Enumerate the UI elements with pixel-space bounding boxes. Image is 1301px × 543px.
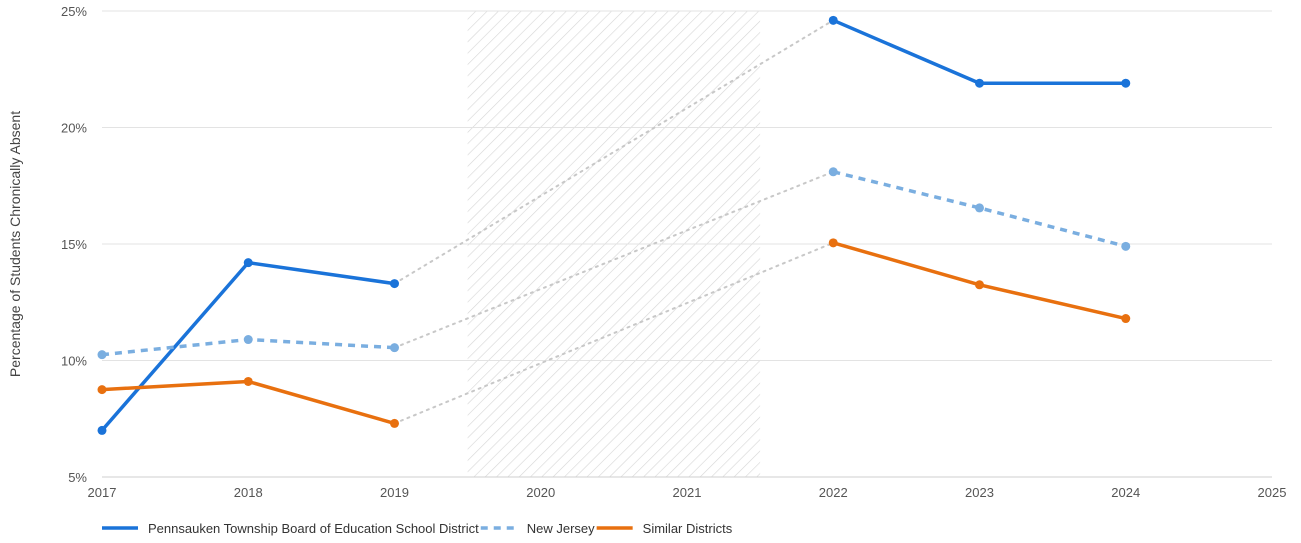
data-point-pennsauken-township-board-of-education-school-district-2017	[97, 425, 107, 435]
gap-connector-new-jersey	[393, 170, 835, 349]
data-point-new-jersey-2019	[390, 343, 399, 353]
x-tick-label: 2023	[965, 485, 994, 500]
y-tick-label: 5%	[68, 470, 87, 485]
y-tick-label: 15%	[61, 237, 87, 252]
data-point-new-jersey-2018	[243, 335, 253, 345]
data-point-new-jersey-2024	[1121, 241, 1131, 251]
x-tick-label: 2017	[88, 485, 117, 500]
data-point-pennsauken-township-board-of-education-school-district-2019	[390, 279, 399, 289]
series-points	[97, 15, 1131, 435]
data-point-new-jersey-2017	[97, 350, 107, 360]
legend-label-pennsauken-township-board-of-education-school-district: Pennsauken Township Board of Education S…	[148, 521, 479, 536]
y-tick-label: 10%	[61, 354, 87, 369]
x-tick-label: 2022	[819, 485, 848, 500]
data-point-pennsauken-township-board-of-education-school-district-2024	[1121, 78, 1131, 88]
x-tick-label: 2019	[380, 485, 409, 500]
legend-label-new-jersey: New Jersey	[527, 521, 595, 536]
data-point-pennsauken-township-board-of-education-school-district-2018	[243, 258, 253, 268]
data-point-similar-districts-2017	[97, 385, 107, 395]
data-point-similar-districts-2024	[1121, 314, 1131, 324]
series-line-similar-districts-pre-gap	[101, 379, 395, 426]
gridlines	[102, 10, 1272, 478]
y-axis-title: Percentage of Students Chronically Absen…	[7, 111, 23, 377]
series-line-new-jersey-post-gap	[832, 170, 1127, 249]
tick-labels: 5% 10% 15% 20% 25% 2017 2018 2019 2020 2021 2022 20…	[61, 4, 1286, 500]
legend-label-similar-districts: Similar Districts	[643, 521, 733, 536]
data-point-pennsauken-township-board-of-education-school-district-2022	[828, 15, 838, 25]
data-point-similar-districts-2023	[975, 280, 984, 290]
data-point-similar-districts-2022	[828, 238, 838, 248]
data-point-new-jersey-2022	[828, 167, 838, 177]
gap-connector-similar-districts	[393, 241, 835, 425]
y-tick-label: 25%	[61, 4, 87, 19]
series-line-pennsauken-township-board-of-education-school-district-post-gap	[832, 18, 1126, 85]
gap-connectors	[393, 19, 835, 425]
x-tick-label: 2025	[1258, 485, 1287, 500]
gap-connector-pennsauken-township-board-of-education-school-district	[393, 19, 835, 285]
x-tick-label: 2024	[1111, 485, 1140, 500]
data-point-new-jersey-2023	[975, 203, 984, 213]
data-point-similar-districts-2018	[243, 376, 253, 386]
legend: Pennsauken Township Board of Education S…	[102, 521, 733, 536]
data-point-pennsauken-township-board-of-education-school-district-2023	[975, 78, 984, 88]
data-point-similar-districts-2019	[390, 418, 399, 428]
y-tick-label: 20%	[61, 121, 87, 136]
x-tick-label: 2021	[673, 485, 702, 500]
x-tick-label: 2018	[234, 485, 263, 500]
x-tick-label: 2020	[526, 485, 555, 500]
